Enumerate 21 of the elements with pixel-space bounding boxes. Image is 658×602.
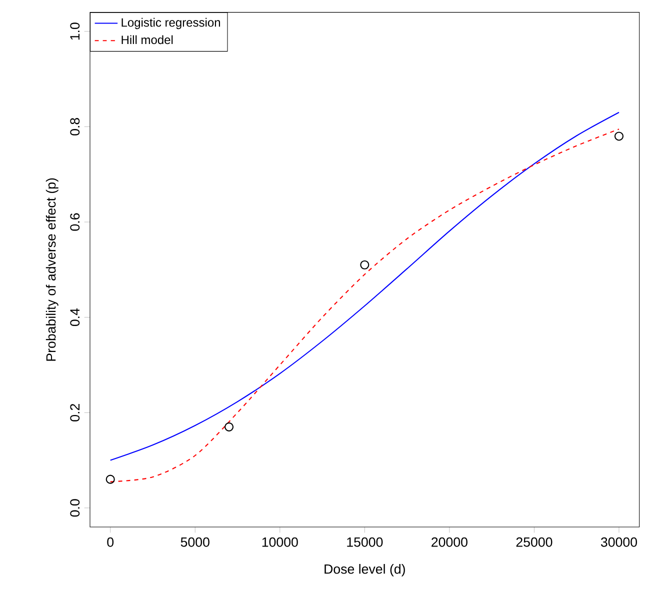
point [224,422,234,432]
x-tick-label: 5000 [180,537,210,547]
y-tick-label: 0.8 [70,118,80,136]
y-axis-title: Probability of adverse effect (p) [46,178,58,361]
y-tick-label: 0.2 [70,404,80,422]
legend-label: Logistic regression [122,18,220,30]
x-tick-label: 0 [107,537,114,547]
y-tick-label: 0.0 [70,499,80,517]
y-tick-label: 0.4 [70,308,80,326]
point [360,260,370,270]
point [106,474,115,484]
x-axis-title: Dose level (d) [324,564,405,576]
y-tick-label: 1.0 [70,22,80,40]
x-tick-label: 30000 [600,537,637,547]
point [614,132,624,141]
x-tick-label: 10000 [262,537,298,547]
y-tick-label: 0.6 [70,213,80,231]
x-tick-label: 25000 [516,537,552,547]
x-tick-label: 20000 [432,537,468,547]
legend-label: Hill model [122,35,173,44]
x-tick-label: 15000 [347,537,383,547]
